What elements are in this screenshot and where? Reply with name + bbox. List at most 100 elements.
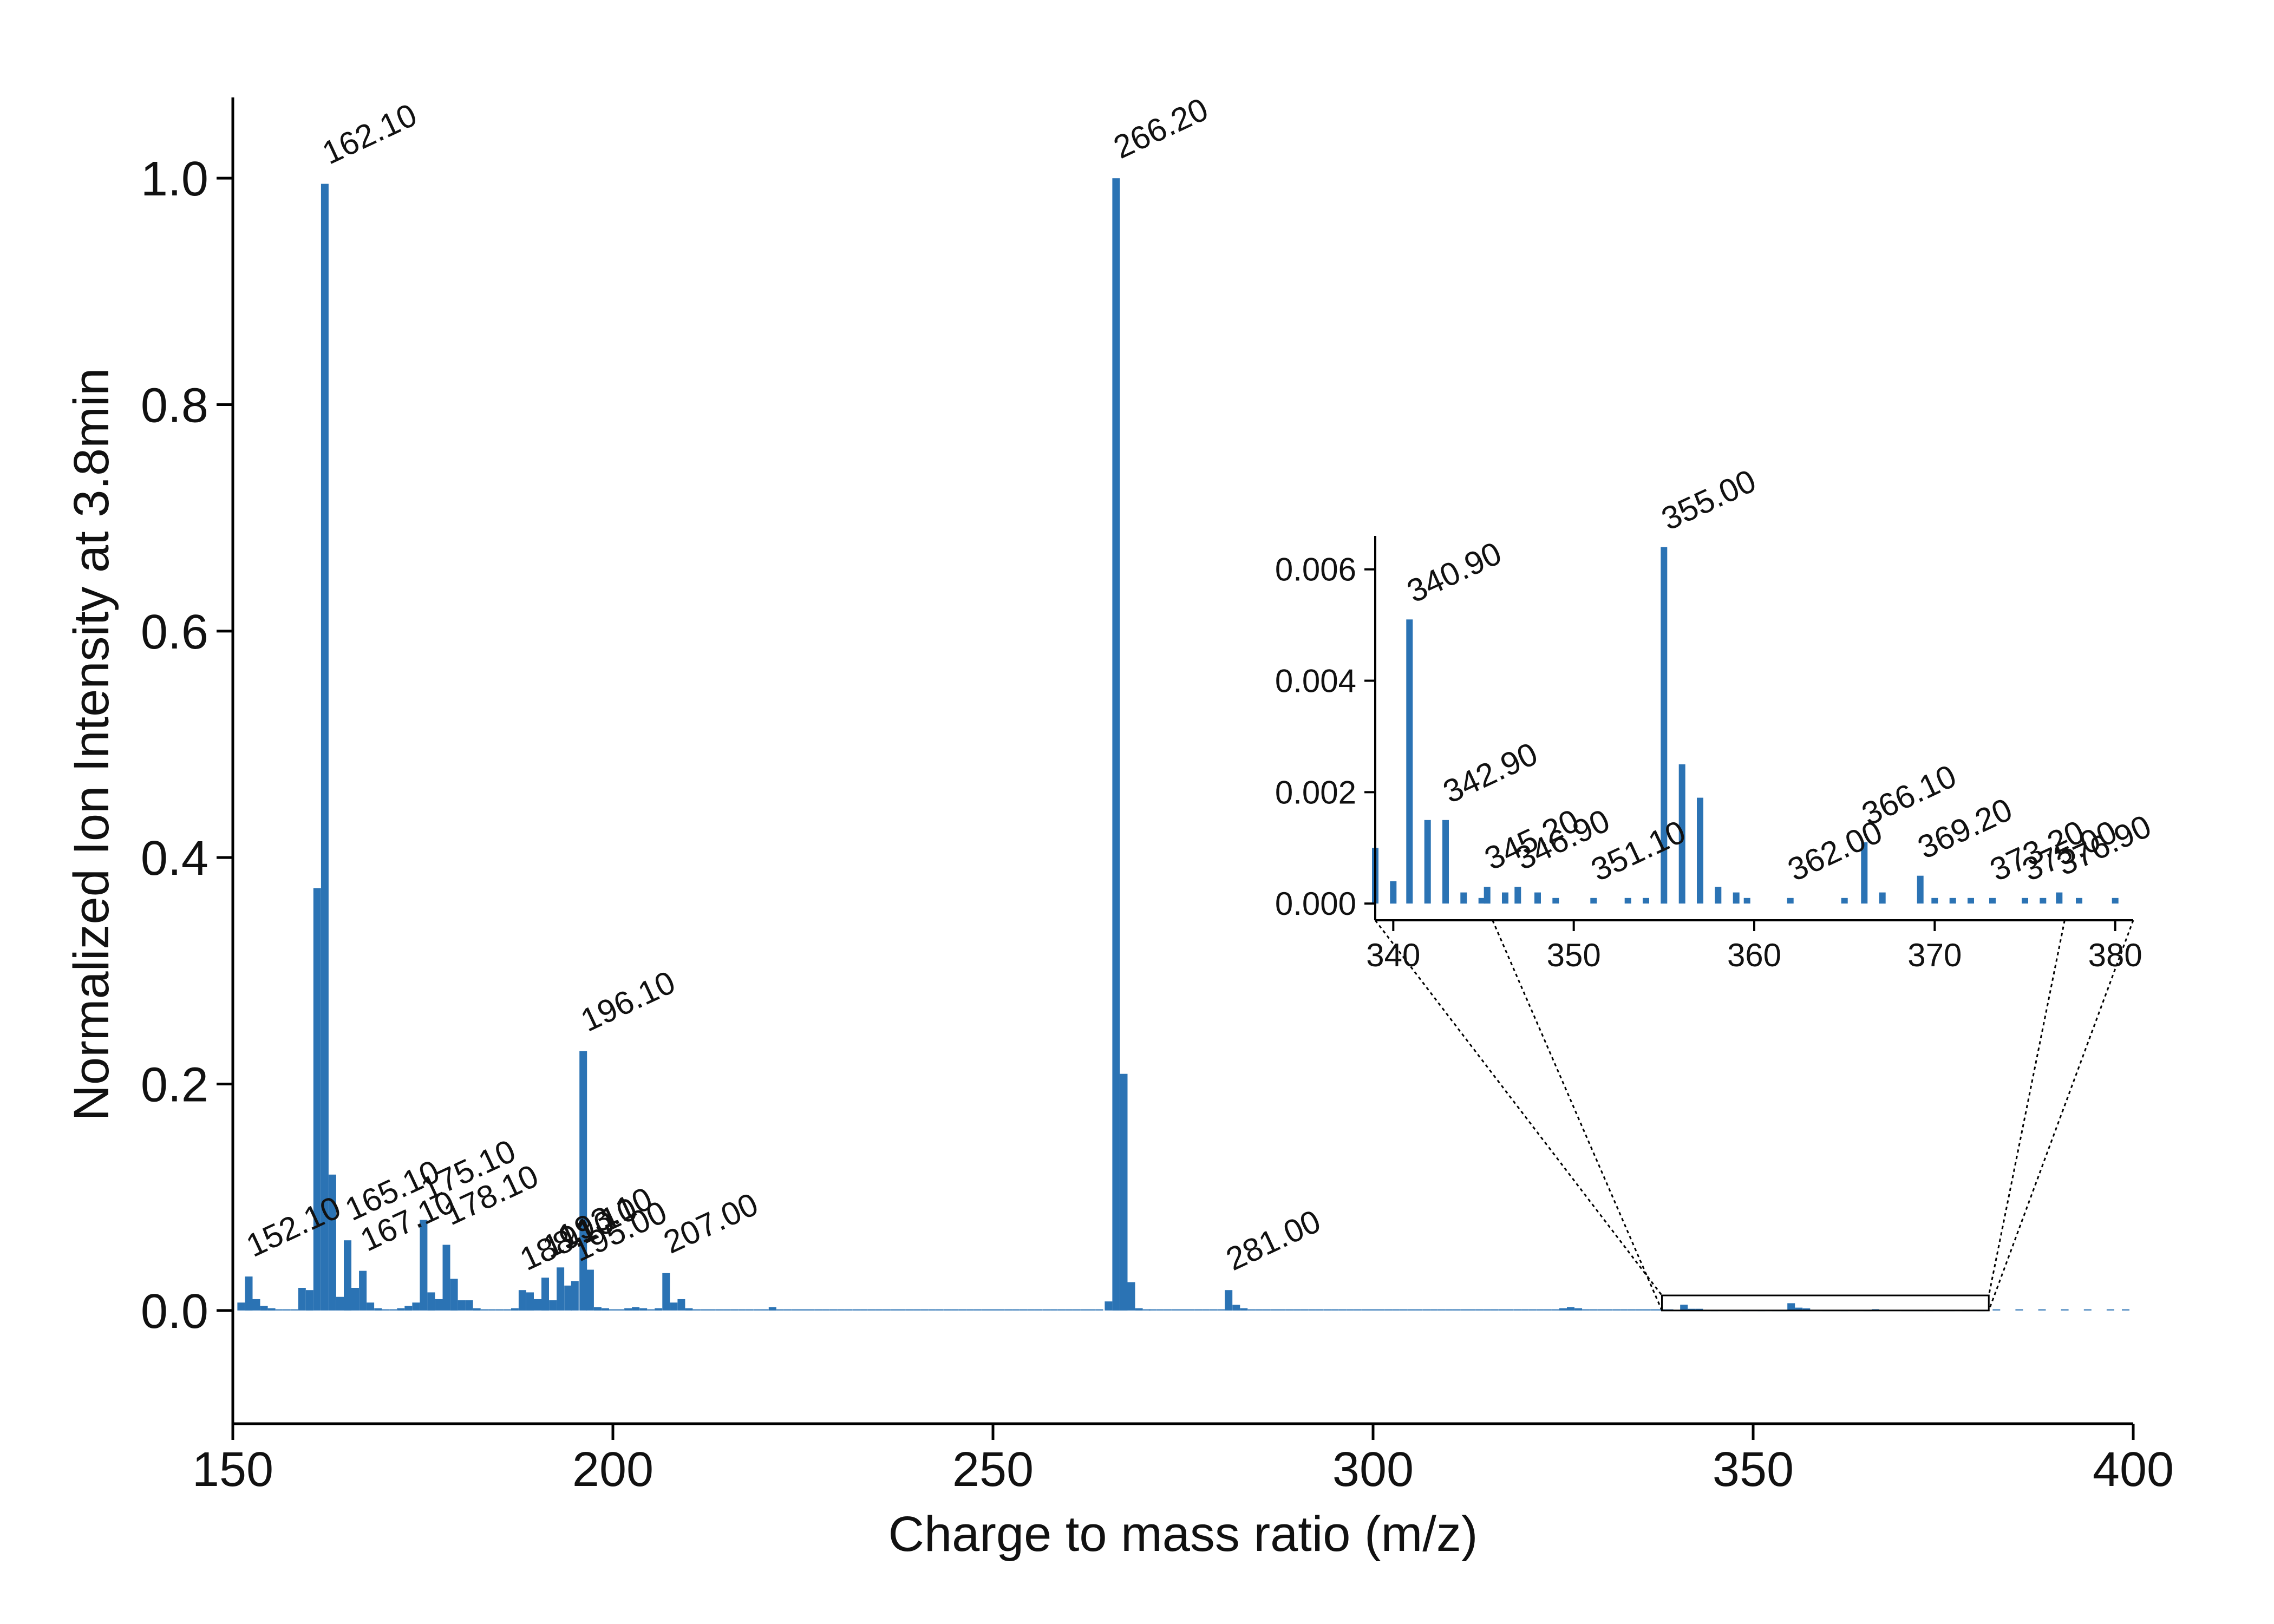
- spectrum-bar: [829, 1309, 838, 1311]
- spectrum-bar: [549, 1300, 557, 1311]
- spectrum-bar: [503, 1309, 511, 1311]
- spectrum-bar: [1156, 1309, 1164, 1311]
- spectrum-bar: [1127, 1282, 1135, 1311]
- spectrum-bar: [442, 1245, 450, 1311]
- inset-bar: [1661, 547, 1668, 904]
- spectrum-bar: [1316, 1309, 1324, 1311]
- spectrum-bar: [792, 1309, 799, 1311]
- spectrum-bar: [1475, 1309, 1484, 1311]
- spectrum-bar: [761, 1309, 769, 1311]
- spectrum-bar: [382, 1309, 390, 1311]
- spectrum-bar: [321, 184, 329, 1311]
- inset-bar: [1841, 898, 1848, 904]
- inset-bar: [1917, 875, 1924, 904]
- spectrum-bar: [1437, 1309, 1446, 1311]
- spectrum-bar: [1612, 1309, 1620, 1311]
- spectrum-bar: [624, 1308, 632, 1311]
- spectrum-bar: [2061, 1309, 2069, 1311]
- spectrum-bar: [1293, 1309, 1301, 1311]
- spectrum-bar: [1301, 1309, 1309, 1311]
- spectrum-bar: [1263, 1309, 1271, 1311]
- spectrum-bar: [1628, 1309, 1636, 1311]
- spectrum-bar: [1483, 1309, 1491, 1311]
- spectrum-bar: [1142, 1309, 1151, 1311]
- spectrum-bar: [1590, 1309, 1598, 1311]
- spectrum-bar: [1194, 1309, 1203, 1311]
- spectrum-bar: [883, 1309, 891, 1311]
- spectrum-bar: [1415, 1309, 1423, 1311]
- spectrum-bar: [1680, 1305, 1688, 1311]
- spectrum-bar: [1285, 1309, 1293, 1311]
- spectrum-bar: [1536, 1309, 1544, 1311]
- spectrum-bar: [1354, 1309, 1362, 1311]
- spectrum-bar: [480, 1309, 488, 1311]
- spectrum-bar: [435, 1299, 443, 1311]
- inset-x-tick-label: 350: [1547, 937, 1601, 973]
- spectrum-bar: [662, 1273, 670, 1311]
- spectrum-bar: [715, 1309, 723, 1311]
- inset-y-tick-label: 0.002: [1275, 774, 1356, 810]
- spectrum-bar: [1338, 1309, 1347, 1311]
- y-tick-label: 0.8: [141, 379, 208, 433]
- spectrum-bar: [655, 1308, 663, 1311]
- spectrum-bar: [1278, 1309, 1286, 1311]
- spectrum-bar: [1088, 1309, 1096, 1311]
- spectrum-bar: [1400, 1309, 1408, 1311]
- spectrum-bar: [920, 1309, 929, 1311]
- inset-bar: [1552, 898, 1559, 904]
- inset-bar: [1697, 797, 1703, 904]
- inset-bar: [1442, 820, 1449, 904]
- spectrum-bar: [1120, 1073, 1128, 1311]
- spectrum-bar: [359, 1271, 367, 1311]
- spectrum-bar: [723, 1309, 731, 1311]
- inset-bar: [1590, 898, 1597, 904]
- spectrum-bar: [526, 1292, 534, 1311]
- peak-label: 266.20: [1108, 91, 1214, 166]
- x-tick-label: 300: [1332, 1443, 1414, 1497]
- spectrum-bar: [1460, 1309, 1468, 1311]
- spectrum-bar: [1217, 1309, 1225, 1311]
- y-tick-label: 1.0: [141, 152, 208, 206]
- spectrum-bar: [746, 1309, 754, 1311]
- spectrum-bar: [1802, 1308, 1811, 1311]
- inset-bar: [1733, 892, 1740, 904]
- inset-bar: [1968, 898, 1974, 904]
- inset-x-tick-label: 380: [2088, 937, 2142, 973]
- x-tick-label: 350: [1713, 1443, 1794, 1497]
- inset-bar: [2112, 898, 2119, 904]
- spectrum-bar: [1635, 1309, 1643, 1311]
- spectrum-bar: [1392, 1309, 1400, 1311]
- spectrum-bar: [1240, 1308, 1248, 1311]
- spectrum-bar: [1521, 1309, 1529, 1311]
- spectrum-bar: [1308, 1309, 1316, 1311]
- spectrum-bar: [822, 1309, 830, 1311]
- spectrum-bar: [1453, 1309, 1461, 1311]
- spectrum-bar: [1506, 1309, 1514, 1311]
- spectrum-bar: [1643, 1309, 1651, 1311]
- spectrum-bar: [1795, 1307, 1803, 1311]
- inset-bar: [1931, 898, 1938, 904]
- spectrum-bar: [1012, 1309, 1020, 1311]
- spectrum-bar: [1187, 1309, 1194, 1311]
- spectrum-bar: [412, 1302, 420, 1311]
- spectrum-bar: [260, 1306, 268, 1311]
- spectrum-bar: [1688, 1308, 1696, 1311]
- spectrum-bar: [313, 888, 321, 1311]
- inset-bar: [1787, 898, 1794, 904]
- spectrum-bar: [579, 1051, 587, 1311]
- spectrum-bar: [928, 1309, 936, 1311]
- spectrum-bar: [1331, 1309, 1339, 1311]
- spectrum-bar: [1567, 1307, 1574, 1311]
- inset-bar: [1861, 842, 1868, 904]
- spectrum-bar: [1369, 1309, 1377, 1311]
- spectrum-bar: [1080, 1309, 1088, 1311]
- spectrum-bar: [1232, 1305, 1240, 1311]
- inset-y-tick-label: 0.004: [1275, 663, 1356, 699]
- spectrum-bar: [511, 1308, 519, 1311]
- spectrum-bar: [1105, 1301, 1113, 1311]
- spectrum-bar: [534, 1299, 541, 1311]
- spectrum-bar: [677, 1299, 685, 1311]
- spectrum-bar: [1695, 1308, 1703, 1311]
- inset-bar: [1484, 887, 1491, 904]
